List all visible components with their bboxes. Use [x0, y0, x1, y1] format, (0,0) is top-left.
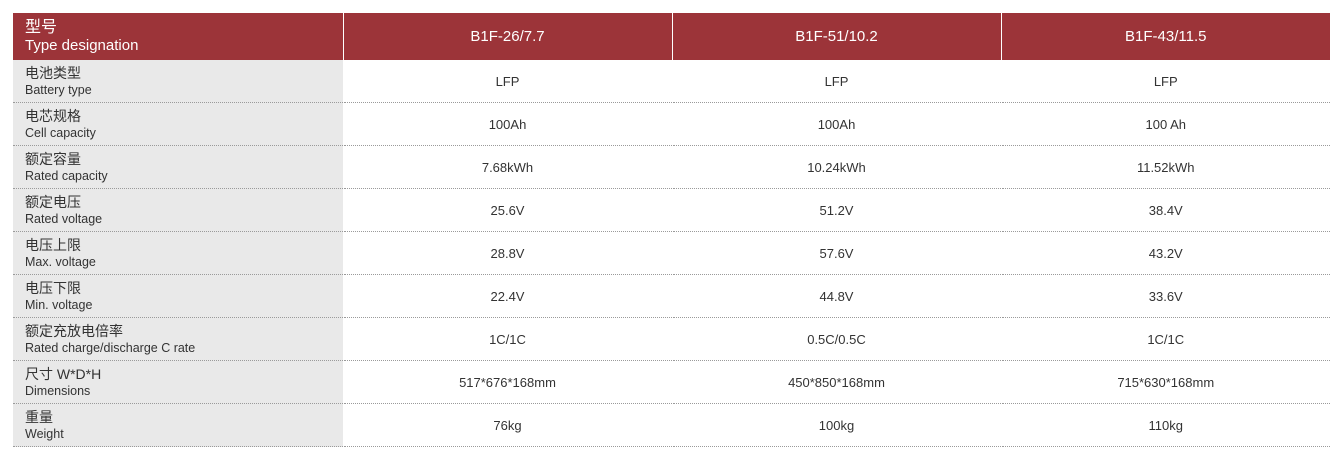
model-header-3: B1F-43/11.5	[1000, 13, 1330, 60]
table-cell: 76kg	[342, 403, 672, 447]
table-cell: 11.52kWh	[1000, 145, 1330, 189]
row-label-en: Rated voltage	[25, 211, 103, 226]
table-cell: 43.2V	[1000, 231, 1330, 275]
model-header-2: B1F-51/10.2	[671, 13, 1001, 60]
table-row-min-voltage: 电压下限 Min. voltage 22.4V 44.8V 33.6V	[13, 274, 1330, 318]
table-row-weight: 重量 Weight 76kg 100kg 110kg	[13, 403, 1330, 447]
row-label-zh: 电芯规格	[25, 107, 81, 124]
row-label-zh: 电压下限	[25, 279, 81, 296]
table-cell: 7.68kWh	[342, 145, 672, 189]
row-label: 尺寸 W*D*H Dimensions	[13, 360, 343, 404]
header-label-en: Type designation	[25, 36, 139, 54]
row-label-zh: 电压上限	[25, 236, 81, 253]
table-row-dimensions: 尺寸 W*D*H Dimensions 517*676*168mm 450*85…	[13, 360, 1330, 404]
table-cell: 517*676*168mm	[342, 360, 672, 404]
row-label-en: Dimensions	[25, 383, 91, 398]
row-label: 额定容量 Rated capacity	[13, 145, 343, 189]
row-label: 电压上限 Max. voltage	[13, 231, 343, 275]
row-label-en: Cell capacity	[25, 125, 96, 140]
table-cell: LFP	[671, 60, 1001, 103]
row-label: 电芯规格 Cell capacity	[13, 102, 343, 146]
table-cell: 51.2V	[671, 188, 1001, 232]
row-label-zh: 额定电压	[25, 193, 81, 210]
table-cell: 1C/1C	[1000, 317, 1330, 361]
row-label-zh: 额定容量	[25, 150, 81, 167]
row-label-en: Min. voltage	[25, 297, 93, 312]
table-cell: 10.24kWh	[671, 145, 1001, 189]
row-label: 重量 Weight	[13, 403, 343, 447]
table-row-rated-voltage: 额定电压 Rated voltage 25.6V 51.2V 38.4V	[13, 188, 1330, 232]
table-cell: 38.4V	[1000, 188, 1330, 232]
table-row-max-voltage: 电压上限 Max. voltage 28.8V 57.6V 43.2V	[13, 231, 1330, 275]
table-cell: 33.6V	[1000, 274, 1330, 318]
row-label: 电池类型 Battery type	[13, 60, 343, 103]
row-label-zh: 电池类型	[25, 64, 81, 81]
table-cell: 1C/1C	[342, 317, 672, 361]
type-designation-header: 型号 Type designation	[13, 13, 343, 60]
table-cell: 715*630*168mm	[1000, 360, 1330, 404]
row-label-zh: 额定充放电倍率	[25, 322, 123, 339]
header-label-zh: 型号	[25, 18, 58, 36]
table-row-cell-capacity: 电芯规格 Cell capacity 100Ah 100Ah 100 Ah	[13, 102, 1330, 146]
row-label: 电压下限 Min. voltage	[13, 274, 343, 318]
header-row: 型号 Type designation B1F-26/7.7 B1F-51/10…	[13, 13, 1330, 60]
row-label: 额定电压 Rated voltage	[13, 188, 343, 232]
table-cell: 110kg	[1000, 403, 1330, 447]
row-label-en: Rated charge/discharge C rate	[25, 340, 196, 355]
table-cell: 450*850*168mm	[671, 360, 1001, 404]
table-cell: 100 Ah	[1000, 102, 1330, 146]
table-cell: 100Ah	[671, 102, 1001, 146]
row-label-en: Weight	[25, 426, 64, 441]
table-cell: 44.8V	[671, 274, 1001, 318]
table-row-c-rate: 额定充放电倍率 Rated charge/discharge C rate 1C…	[13, 317, 1330, 361]
table-cell: LFP	[342, 60, 672, 103]
row-label-en: Rated capacity	[25, 168, 108, 183]
table-cell: 0.5C/0.5C	[671, 317, 1001, 361]
table-cell: 100kg	[671, 403, 1001, 447]
table-cell: 28.8V	[342, 231, 672, 275]
model-header-1: B1F-26/7.7	[342, 13, 672, 60]
table-cell: LFP	[1000, 60, 1330, 103]
table-row-battery-type: 电池类型 Battery type LFP LFP LFP	[13, 60, 1330, 103]
row-label-en: Battery type	[25, 82, 92, 97]
row-label-en: Max. voltage	[25, 254, 96, 269]
table-cell: 22.4V	[342, 274, 672, 318]
row-label-zh: 尺寸 W*D*H	[25, 365, 102, 382]
row-label-zh: 重量	[25, 408, 53, 425]
table-cell: 100Ah	[342, 102, 672, 146]
table-cell: 57.6V	[671, 231, 1001, 275]
spec-table: 型号 Type designation B1F-26/7.7 B1F-51/10…	[13, 13, 1330, 447]
table-row-rated-capacity: 额定容量 Rated capacity 7.68kWh 10.24kWh 11.…	[13, 145, 1330, 189]
row-label: 额定充放电倍率 Rated charge/discharge C rate	[13, 317, 343, 361]
table-cell: 25.6V	[342, 188, 672, 232]
